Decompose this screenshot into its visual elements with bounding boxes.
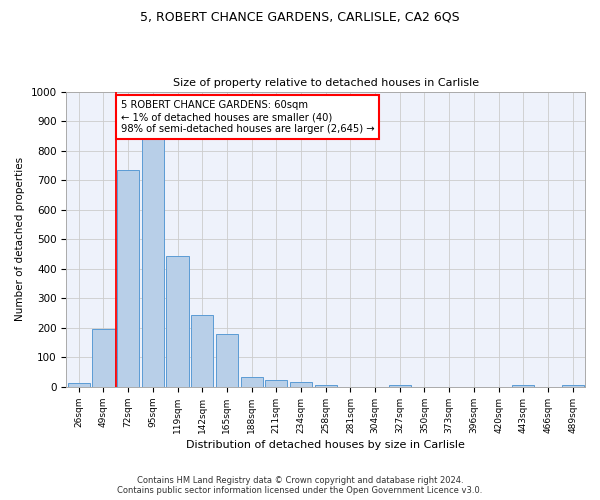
- Bar: [241, 377, 263, 387]
- Bar: [191, 316, 214, 387]
- Bar: [142, 139, 164, 387]
- Bar: [265, 380, 287, 387]
- Bar: [216, 334, 238, 387]
- Bar: [92, 330, 115, 387]
- Bar: [117, 170, 139, 387]
- Bar: [68, 382, 90, 387]
- Text: 5, ROBERT CHANCE GARDENS, CARLISLE, CA2 6QS: 5, ROBERT CHANCE GARDENS, CARLISLE, CA2 …: [140, 10, 460, 23]
- Bar: [562, 384, 584, 387]
- Bar: [512, 384, 535, 387]
- Title: Size of property relative to detached houses in Carlisle: Size of property relative to detached ho…: [173, 78, 479, 88]
- Bar: [166, 256, 188, 387]
- Y-axis label: Number of detached properties: Number of detached properties: [15, 157, 25, 322]
- Text: Contains HM Land Registry data © Crown copyright and database right 2024.
Contai: Contains HM Land Registry data © Crown c…: [118, 476, 482, 495]
- Bar: [314, 384, 337, 387]
- Bar: [290, 382, 312, 387]
- Text: 5 ROBERT CHANCE GARDENS: 60sqm
← 1% of detached houses are smaller (40)
98% of s: 5 ROBERT CHANCE GARDENS: 60sqm ← 1% of d…: [121, 100, 374, 134]
- Bar: [389, 384, 411, 387]
- X-axis label: Distribution of detached houses by size in Carlisle: Distribution of detached houses by size …: [186, 440, 465, 450]
